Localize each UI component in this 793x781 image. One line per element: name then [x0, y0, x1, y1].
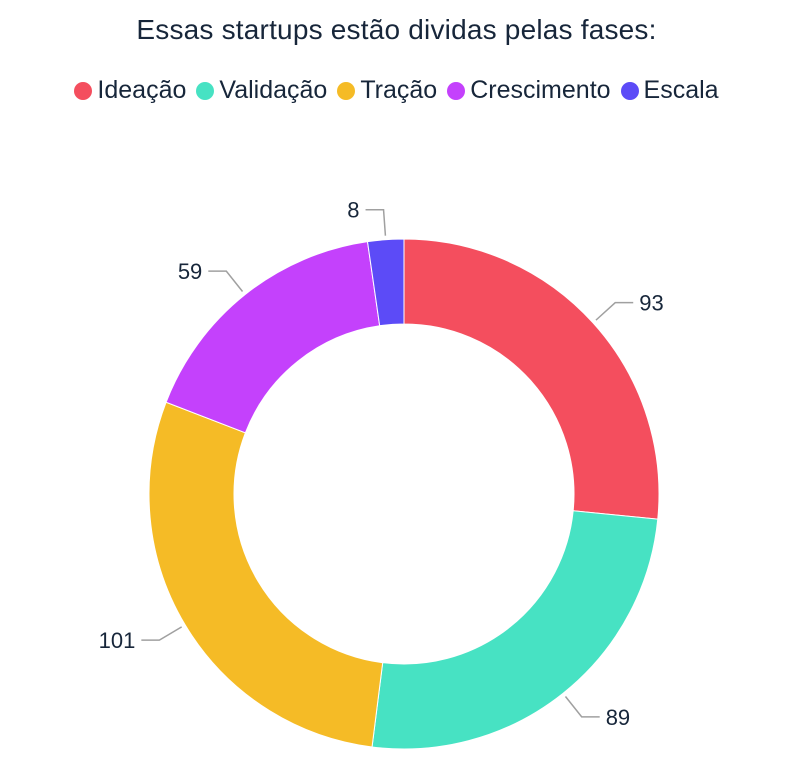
leader-line-escala	[365, 208, 387, 236]
legend-label-tracao: Tração	[360, 76, 438, 104]
legend-item-ideacao[interactable]: Ideação	[74, 76, 186, 105]
legend-marker-tracao	[337, 81, 356, 100]
donut-slices	[148, 238, 660, 750]
leader-line-validacao	[564, 696, 600, 718]
label-leader-lines	[141, 208, 634, 718]
legend-marker-escala	[620, 81, 639, 100]
data-label-tracao: 101	[99, 628, 136, 653]
legend-label-validacao: Validação	[219, 76, 328, 104]
legend-item-validacao[interactable]: Validação	[196, 76, 327, 105]
chart-legend: Ideação Validação Tração Crescimento Esc…	[0, 76, 793, 105]
leader-line-tracao	[141, 626, 183, 641]
legend-item-tracao[interactable]: Tração	[337, 76, 437, 105]
legend-label-crescimento: Crescimento	[470, 76, 611, 104]
legend-label-escala: Escala	[643, 76, 719, 104]
legend-item-crescimento[interactable]: Crescimento	[447, 76, 611, 105]
slice-validacao[interactable]	[371, 510, 659, 750]
leader-line-crescimento	[208, 270, 244, 292]
data-label-ideacao: 93	[639, 291, 663, 316]
data-labels: 93 89 101 59 8	[99, 198, 664, 730]
legend-item-escala[interactable]: Escala	[620, 76, 719, 105]
slice-tracao[interactable]	[148, 401, 384, 748]
chart-title: Essas startups estão dividas pelas fases…	[136, 14, 657, 45]
data-label-validacao: 89	[606, 705, 630, 730]
legend-label-ideacao: Ideação	[97, 76, 187, 104]
legend-marker-validacao	[196, 81, 215, 100]
legend-marker-crescimento	[447, 81, 466, 100]
data-label-escala: 8	[347, 198, 359, 223]
data-label-crescimento: 59	[178, 259, 202, 284]
legend-marker-ideacao	[74, 81, 93, 100]
leader-line-ideacao	[595, 301, 634, 321]
slice-ideacao[interactable]	[403, 238, 660, 520]
slice-escala[interactable]	[366, 238, 405, 327]
